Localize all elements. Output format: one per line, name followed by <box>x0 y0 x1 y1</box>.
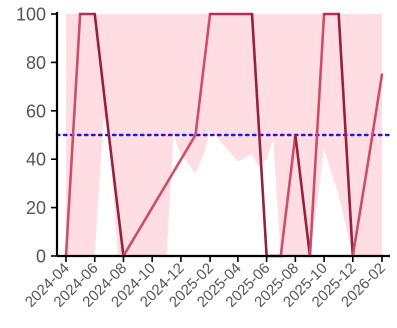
series-0-segment-6 <box>194 12 212 137</box>
series-0-segment-10 <box>279 133 297 258</box>
series-0-segment-1 <box>64 12 82 258</box>
y-tick-label-20: 20 <box>26 198 46 218</box>
y-tick-label-0: 0 <box>36 247 46 267</box>
series-0-segment-11 <box>294 133 312 258</box>
series-layer <box>64 12 384 258</box>
y-tick-label-100: 100 <box>16 5 46 25</box>
series-0-segment-8 <box>250 12 268 258</box>
series-0-segment-4 <box>107 133 125 258</box>
series-0-segment-16 <box>366 73 384 168</box>
series-0-segment-14 <box>337 12 355 258</box>
y-tick-label-80: 80 <box>26 53 46 73</box>
series-0-segment-3 <box>93 12 111 137</box>
series-0-segment-12 <box>308 12 326 258</box>
series-0-segment-15 <box>351 165 369 258</box>
series-0-segment-5 <box>122 133 197 258</box>
y-tick-label-60: 60 <box>26 101 46 121</box>
y-tick-label-40: 40 <box>26 150 46 170</box>
